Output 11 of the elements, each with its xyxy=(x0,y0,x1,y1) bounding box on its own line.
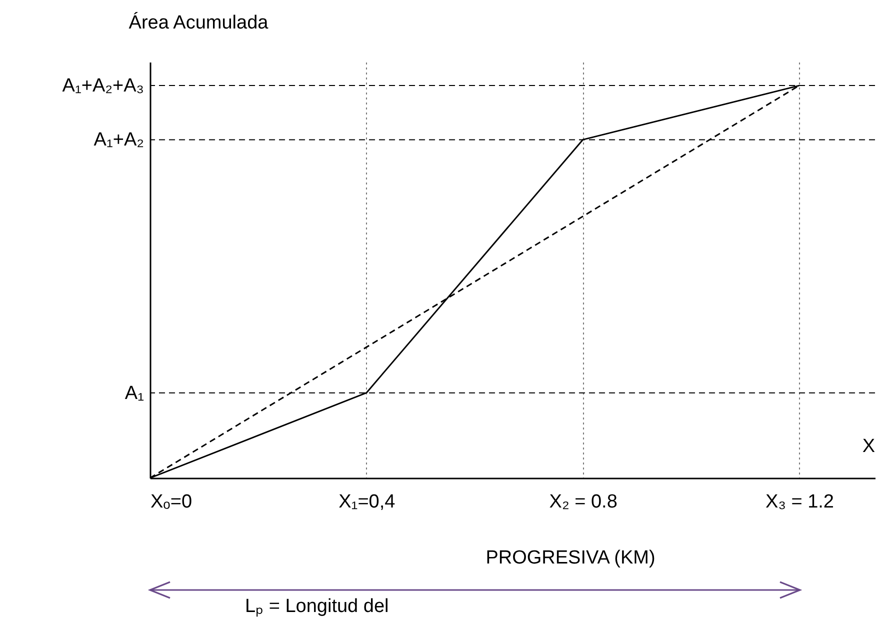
y-axis-title: Área Acumulada xyxy=(128,12,269,34)
ref-line-label: A₁+A₂+A₃ xyxy=(62,76,144,97)
x-tick-label: Xₒ=0 xyxy=(150,492,192,512)
x-tick-label: X₂ = 0.8 xyxy=(549,492,618,512)
annotation: X xyxy=(862,436,876,457)
x-tick-label: X₁=0,4 xyxy=(338,492,396,512)
ref-line-label: A₁+A₂ xyxy=(94,130,144,151)
x-tick-label: X₃ = 1.2 xyxy=(766,492,834,512)
text: Lₚ = Longitud del xyxy=(245,595,389,618)
x-axis-title: PROGRESIVA (KM) xyxy=(486,548,656,568)
ref-line-label: A₁ xyxy=(124,382,144,404)
